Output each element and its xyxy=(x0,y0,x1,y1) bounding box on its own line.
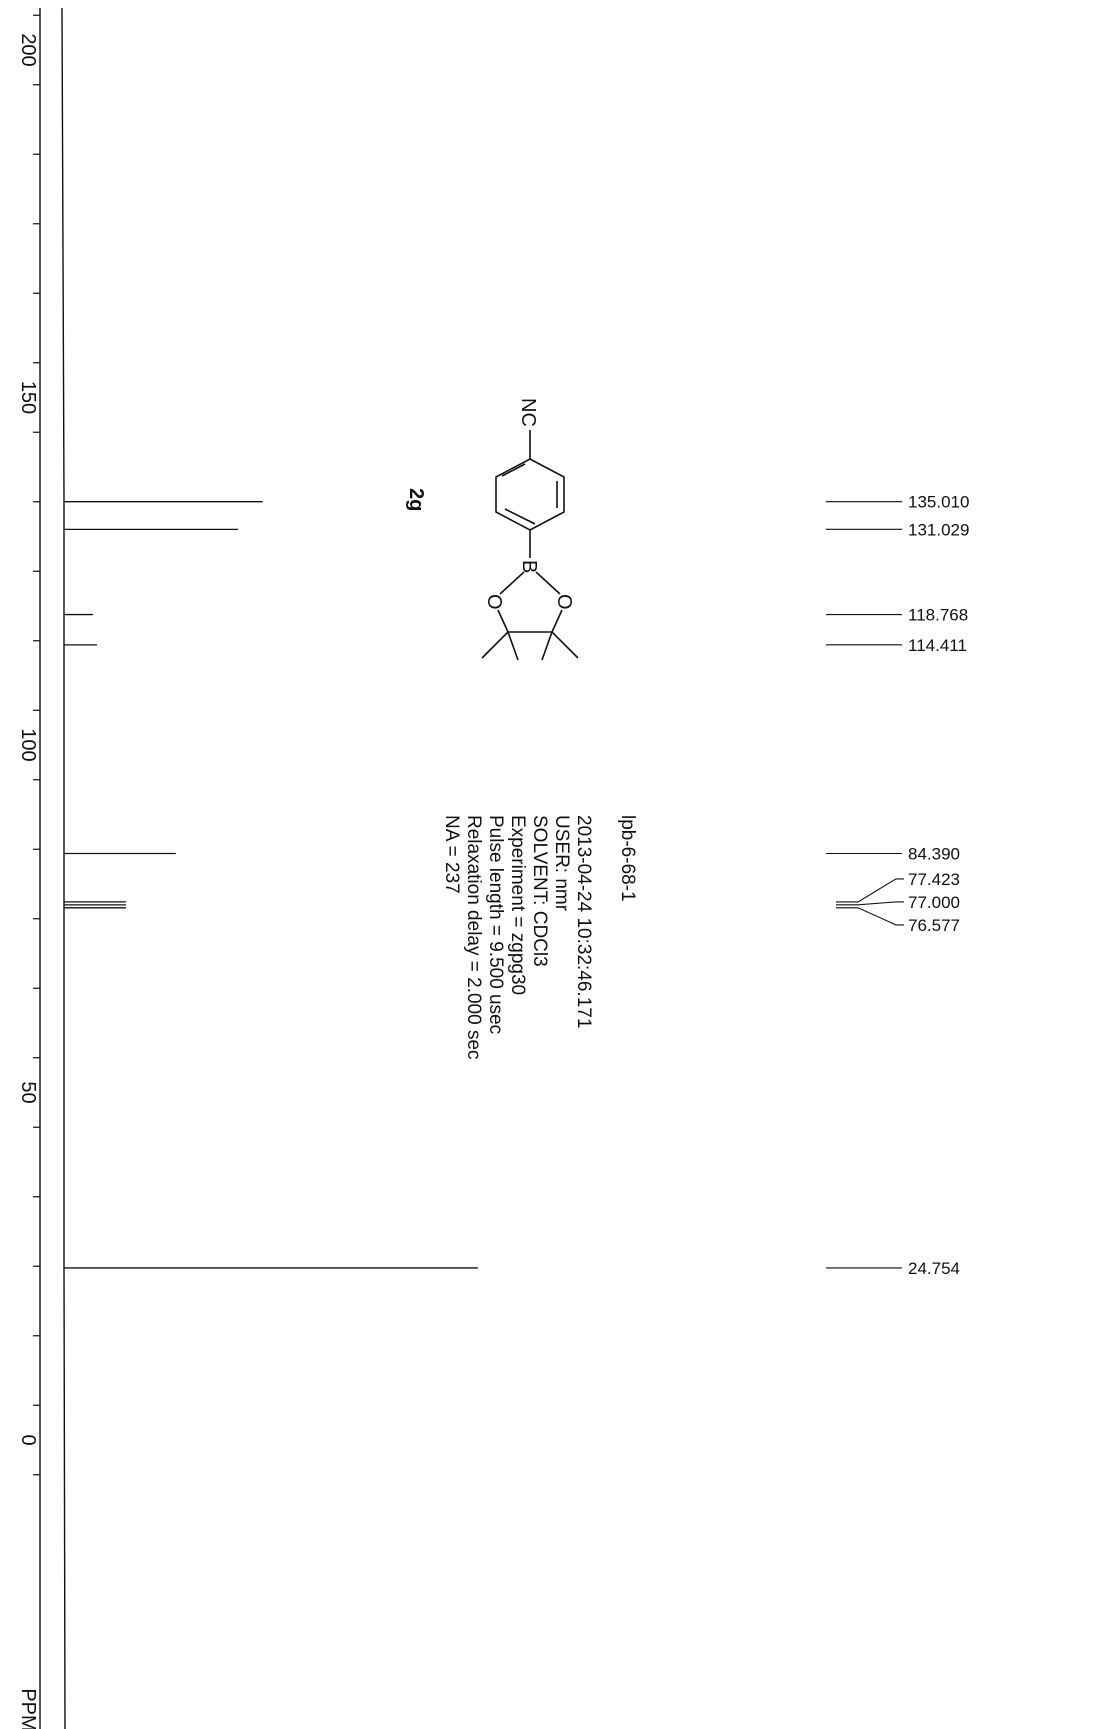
nitrile-label: NC xyxy=(517,398,539,427)
peak-label: 24.754 xyxy=(908,1259,960,1278)
methyl-bond-1 xyxy=(551,631,579,659)
spectrum-trace xyxy=(61,7,478,1729)
relaxation-delay-line: Relaxation delay = 2.000 sec xyxy=(463,815,484,1060)
sample-id: lpb-6-68-1 xyxy=(617,815,638,902)
peak-label: 76.577 xyxy=(908,916,960,935)
peak-labels: 135.010 131.029 118.768 114.411 84.390 77.423… xyxy=(826,493,969,1278)
x-axis-title: PPM xyxy=(17,1688,39,1729)
scan-count-line: NA = 237 xyxy=(441,815,462,894)
boron-oxygen-bond-right xyxy=(499,571,525,595)
oxygen-label-left: O xyxy=(553,594,575,610)
solvent-line: SOLVENT: CDCl3 xyxy=(529,815,550,967)
peak-label-leader xyxy=(836,878,904,903)
acquisition-date: 2013-04-24 10:32:46.171 xyxy=(573,815,594,1028)
tick-label: 0 xyxy=(17,1434,39,1445)
methyl-bond-3 xyxy=(481,631,509,659)
peak-label: 114.411 xyxy=(908,636,967,655)
tick-label: 200 xyxy=(17,33,39,66)
ring-inner-bond xyxy=(501,463,558,525)
boron-oxygen-bond-left xyxy=(535,571,561,595)
peak-label: 131.029 xyxy=(908,520,969,539)
peak-label: 77.000 xyxy=(908,893,960,912)
user-line: USER: nmr xyxy=(551,815,572,912)
peak-label: 84.390 xyxy=(908,844,960,863)
oxygen-label-right: O xyxy=(483,594,505,610)
tick-label: 100 xyxy=(17,728,39,761)
compound-structure: NC B O O 2g xyxy=(405,398,579,661)
peak-label: 118.768 xyxy=(908,606,968,625)
compound-label: 2g xyxy=(405,488,427,511)
oxygen-carbon-bond-left xyxy=(551,609,563,633)
peak-label-leader xyxy=(836,901,904,906)
peak-label-leader xyxy=(836,907,904,926)
benzene-ring xyxy=(495,458,565,531)
pulse-length-line: Pulse length = 9.500 usec xyxy=(485,815,506,1034)
tick-label: 150 xyxy=(17,381,39,414)
oxygen-carbon-bond-right xyxy=(497,609,509,633)
peak-label: 135.010 xyxy=(908,493,969,512)
experiment-line: Experiment = zgpg30 xyxy=(507,815,528,995)
methyl-bond-2 xyxy=(541,631,553,661)
tick-label: 50 xyxy=(17,1081,39,1103)
metadata-block: lpb-6-68-1 2013-04-24 10:32:46.171 USER:… xyxy=(441,815,638,1060)
methyl-bond-4 xyxy=(507,631,519,661)
baseline-trace xyxy=(61,7,66,1729)
peak-label: 77.423 xyxy=(908,870,960,889)
boron-label: B xyxy=(518,560,540,573)
ppm-axis: 0 50 100 150 200 PPM xyxy=(17,8,41,1729)
